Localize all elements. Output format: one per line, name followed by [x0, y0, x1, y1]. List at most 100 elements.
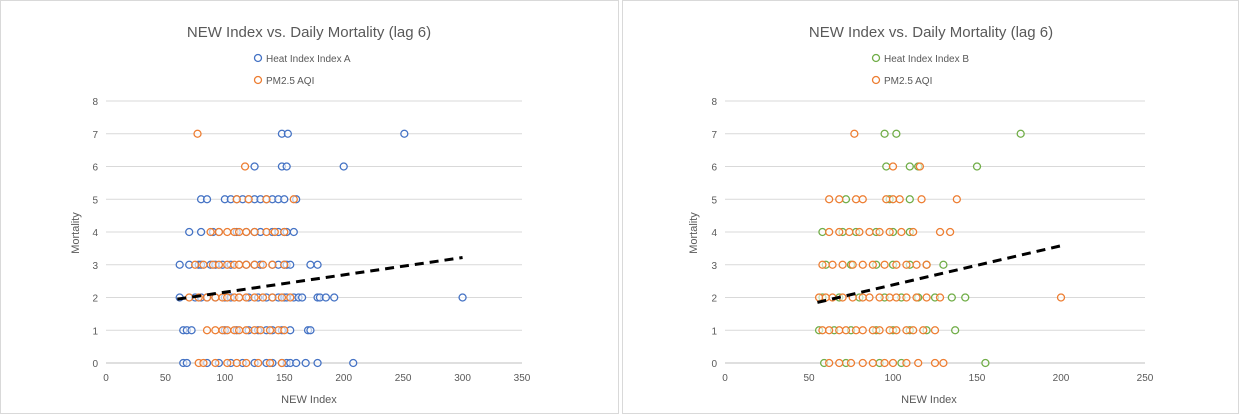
data-point-pm25: [1056, 293, 1066, 302]
data-point-pm25: [190, 260, 200, 269]
data-point-pm25: [223, 227, 232, 237]
chart-title: NEW Index vs. Daily Mortality (lag 6): [809, 24, 1053, 41]
data-point-heat-index: [961, 293, 970, 302]
data-point-heat-index: [175, 260, 184, 269]
y-tick-label: 3: [92, 261, 98, 272]
y-tick-label: 5: [92, 195, 98, 206]
data-point-pm25: [882, 195, 891, 204]
data-point-heat-index: [306, 260, 315, 269]
data-point-pm25: [897, 227, 906, 237]
trendline: [177, 256, 463, 301]
chart-panel-heat-index-a: NEW Index vs. Daily Mortality (lag 6) He…: [0, 0, 619, 414]
data-point-heat-index: [185, 227, 194, 237]
data-point-heat-index: [250, 162, 259, 171]
data-point-heat-index: [947, 293, 956, 302]
data-point-pm25: [939, 358, 948, 368]
data-point-pm25: [242, 260, 251, 269]
x-tick-label: 50: [803, 373, 815, 384]
data-point-pm25: [850, 129, 859, 138]
data-point-pm25: [892, 293, 901, 302]
data-point-pm25: [912, 260, 921, 269]
data-point-pm25: [286, 293, 295, 302]
data-point-pm25: [250, 227, 259, 237]
data-point-pm25: [935, 293, 945, 302]
data-point-pm25: [858, 358, 867, 368]
chart-title: NEW Index vs. Daily Mortality (lag 6): [187, 24, 431, 41]
data-point-pm25: [845, 227, 854, 237]
legend: Heat Index Index A PM2.5 AQI: [253, 53, 351, 87]
data-point-pm25: [875, 293, 884, 302]
data-point-heat-index: [981, 358, 990, 368]
y-tick-label: 2: [92, 294, 98, 305]
data-point-pm25: [289, 195, 298, 204]
x-tick-label: 300: [454, 373, 471, 384]
data-point-pm25: [909, 227, 918, 237]
data-point-pm25: [818, 260, 827, 269]
x-tick-label: 250: [1137, 373, 1154, 384]
data-point-heat-index: [841, 195, 851, 204]
data-point-heat-index: [339, 162, 348, 171]
y-tick-label: 8: [92, 97, 98, 108]
data-point-pm25: [262, 195, 271, 204]
data-point-heat-index: [951, 326, 960, 335]
data-point-pm25: [914, 358, 923, 368]
data-point-heat-index: [187, 326, 196, 335]
data-point-pm25: [211, 326, 220, 335]
data-point-pm25: [223, 358, 232, 368]
data-point-pm25: [199, 358, 208, 368]
data-point-pm25: [858, 326, 867, 335]
x-tick-label: 350: [514, 373, 531, 384]
legend-marker-heat-index-a: [253, 53, 263, 63]
y-tick-label: 0: [711, 359, 717, 370]
x-axis-title: NEW Index: [281, 394, 337, 406]
data-point-pm25: [875, 326, 884, 335]
data-point-pm25: [858, 293, 867, 302]
plot-area: 0 1 2 3 4 5 6 7 8 0 50 100 150 200 250: [711, 97, 1153, 384]
y-axis-title: Mortality: [688, 212, 700, 254]
data-point-pm25: [902, 326, 911, 335]
data-point-pm25: [223, 326, 232, 335]
data-point-pm25: [865, 293, 874, 302]
y-tick-label: 8: [711, 97, 717, 108]
data-point-pm25: [919, 326, 928, 335]
data-point-pm25: [828, 260, 837, 269]
data-point-pm25: [242, 326, 251, 335]
data-point-pm25: [885, 326, 894, 335]
data-point-pm25: [825, 195, 834, 204]
y-tick-label: 3: [711, 261, 717, 272]
data-point-pm25: [915, 162, 925, 171]
data-point-pm25: [242, 227, 251, 237]
y-tick-label: 4: [711, 228, 717, 239]
data-point-pm25: [835, 358, 844, 368]
data-point-pm25: [214, 227, 224, 237]
data-point-pm25: [280, 227, 289, 237]
data-point-pm25: [895, 195, 904, 204]
data-point-pm25: [902, 358, 911, 368]
data-point-pm25: [902, 293, 911, 302]
data-point-pm25: [242, 358, 251, 368]
x-axis-title: NEW Index: [901, 394, 957, 406]
data-point-pm25: [244, 195, 253, 204]
x-tick-label: 100: [217, 373, 234, 384]
data-point-pm25: [945, 227, 955, 237]
data-point-pm25: [234, 293, 244, 302]
legend-label-pm25: PM2.5 AQI: [266, 76, 314, 87]
data-point-pm25: [868, 358, 877, 368]
y-tick-label: 1: [92, 326, 98, 337]
data-point-heat-index: [458, 293, 467, 302]
data-point-heat-index: [202, 195, 212, 204]
scatter-chart-a: NEW Index vs. Daily Mortality (lag 6) He…: [70, 24, 531, 406]
data-point-pm25: [858, 260, 867, 269]
data-point-pm25: [902, 260, 911, 269]
y-tick-label: 7: [711, 130, 717, 141]
data-point-pm25: [825, 358, 834, 368]
data-point-heat-index: [882, 162, 891, 171]
data-point-pm25: [202, 326, 212, 335]
data-point-pm25: [851, 195, 861, 204]
scatter-chart-b: NEW Index vs. Daily Mortality (lag 6) He…: [688, 24, 1154, 406]
data-point-pm25: [277, 358, 287, 368]
data-point-pm25: [268, 293, 277, 302]
legend-marker-pm25: [253, 75, 263, 85]
data-point-heat-index: [892, 129, 901, 138]
data-point-heat-index: [283, 129, 293, 138]
